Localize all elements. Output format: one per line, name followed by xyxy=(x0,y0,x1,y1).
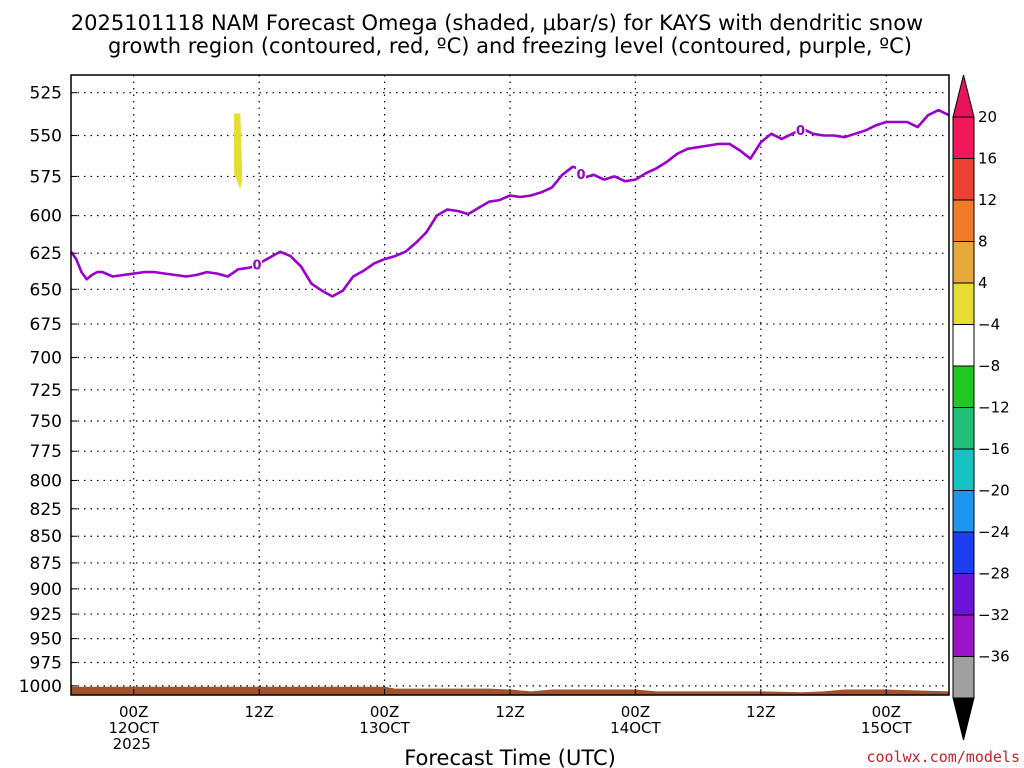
omega-shaded-region xyxy=(234,113,243,190)
colorbar-label: −4 xyxy=(978,316,1000,334)
colorbar-swatch xyxy=(952,365,975,408)
y-tick-label: 1000 xyxy=(19,677,62,697)
contour-label-bg xyxy=(576,166,587,183)
y-tick-label: 875 xyxy=(30,554,62,574)
x-tick-label: 12OCT xyxy=(108,719,159,737)
colorbar-label: −36 xyxy=(978,648,1010,666)
colorbar-swatch xyxy=(952,614,975,657)
colorbar-label: −20 xyxy=(978,482,1010,500)
y-tick-label: 925 xyxy=(30,605,62,625)
colorbar-label: −32 xyxy=(978,606,1010,624)
x-tick-label: 00Z xyxy=(872,703,901,721)
y-tick-label: 650 xyxy=(30,280,62,300)
colorbar-swatch xyxy=(952,490,975,533)
x-tick-label: 13OCT xyxy=(359,719,410,737)
y-tick-label: 550 xyxy=(30,127,62,147)
y-tick-label: 900 xyxy=(30,580,62,600)
colorbar-label: 12 xyxy=(978,191,997,209)
freezing-level-line xyxy=(69,108,950,298)
y-axis: 525 550 575 600 625 650 675 700 725 750 775 800 825 8… xyxy=(19,84,77,697)
colorbar-swatch xyxy=(952,324,975,367)
x-tick-label: 15OCT xyxy=(861,719,912,737)
colorbar-swatch xyxy=(952,158,975,201)
y-tick-label: 700 xyxy=(30,349,62,369)
y-tick-label: 775 xyxy=(30,442,62,462)
colorbar-swatch xyxy=(952,116,975,159)
colorbar-label: −12 xyxy=(978,399,1010,417)
colorbar-top-arrow xyxy=(952,74,975,118)
x-tick-label: 2025 xyxy=(113,735,151,753)
colorbar-label: 4 xyxy=(978,274,988,292)
x-axis-label: Forecast Time (UTC) xyxy=(404,746,616,768)
plot-area: 0 0 0 xyxy=(69,75,950,695)
contour-label-bg xyxy=(252,256,263,273)
x-tick-label: 00Z xyxy=(370,703,399,721)
colorbar-label: −8 xyxy=(978,357,1000,375)
x-tick-label: 12Z xyxy=(244,703,273,721)
y-tick-label: 575 xyxy=(30,167,62,187)
colorbar-swatch xyxy=(952,241,975,284)
x-tick-label: 14OCT xyxy=(610,719,661,737)
colorbar-label: 16 xyxy=(978,150,997,168)
colorbar-swatch xyxy=(952,282,975,325)
credit-text: coolwx.com/models xyxy=(866,748,1020,766)
y-tick-label: 975 xyxy=(30,654,62,674)
contour-label: 0 xyxy=(253,259,262,274)
x-tick-label: 00Z xyxy=(621,703,650,721)
y-tick-label: 800 xyxy=(30,471,62,491)
y-tick-label: 725 xyxy=(30,381,62,401)
contour-label: 0 xyxy=(577,168,586,183)
y-tick-label: 600 xyxy=(30,207,62,227)
contour-label-bg xyxy=(795,121,806,138)
chart-title-line-1: 2025101118 NAM Forecast Omega (shaded, μ… xyxy=(71,11,923,35)
y-tick-label: 825 xyxy=(30,500,62,520)
x-tick-label: 12Z xyxy=(495,703,524,721)
y-tick-label: 850 xyxy=(30,527,62,547)
colorbar-bottom-arrow xyxy=(952,697,975,741)
colorbar-label: −24 xyxy=(978,523,1010,541)
colorbar-swatch xyxy=(952,573,975,616)
chart-title-line-2: growth region (contoured, red, ºC) and f… xyxy=(108,34,912,58)
y-tick-label: 750 xyxy=(30,412,62,432)
x-tick-label: 12Z xyxy=(746,703,775,721)
colorbar-label: 20 xyxy=(978,108,997,126)
colorbar-label: 8 xyxy=(978,233,988,251)
colorbar: 20 16 12 8 4 −4 −8 −12 −16 −20 −24 −28 −32 −36 xyxy=(952,74,1010,741)
colorbar-swatch xyxy=(952,199,975,242)
colorbar-swatch xyxy=(952,656,975,699)
y-tick-label: 950 xyxy=(30,630,62,650)
y-tick-label: 525 xyxy=(30,84,62,104)
colorbar-label: −16 xyxy=(978,440,1010,458)
colorbar-label: −28 xyxy=(978,565,1010,583)
contour-label: 0 xyxy=(796,124,805,139)
colorbar-swatch xyxy=(952,407,975,450)
colorbar-swatch xyxy=(952,448,975,491)
y-tick-label: 675 xyxy=(30,315,62,335)
y-tick-label: 625 xyxy=(30,244,62,264)
colorbar-swatch xyxy=(952,531,975,574)
x-tick-label: 00Z xyxy=(119,703,148,721)
